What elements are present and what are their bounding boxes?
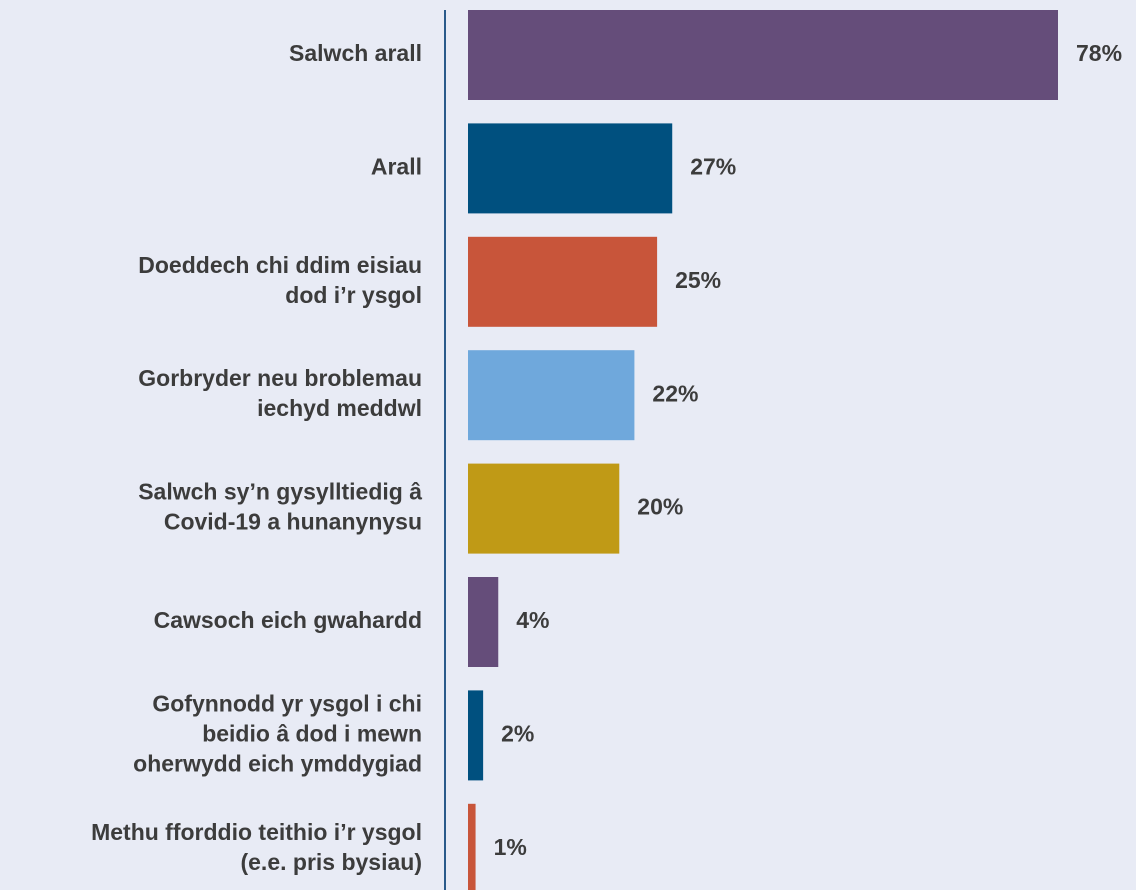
category-line: iechyd meddwl <box>257 395 422 421</box>
category-label: Cawsoch eich gwahardd <box>154 607 422 633</box>
category-label: Methu fforddio teithio i’r ysgol (e.e. pr… <box>91 819 422 875</box>
category-line: (e.e. pris bysiau) <box>240 849 422 875</box>
value-label: 25% <box>675 267 721 293</box>
bar <box>468 803 476 890</box>
category-line: Salwch sy’n gysylltiedig â <box>138 479 422 505</box>
value-label: 4% <box>516 607 549 633</box>
value-label: 2% <box>501 720 534 746</box>
category-label: Doeddech chi ddim eisiau dod i’r ysgol <box>138 252 422 308</box>
category-label: Gorbryder neu broblemau iechyd meddwl <box>138 365 422 421</box>
category-line: Methu fforddio teithio i’r ysgol <box>91 819 422 845</box>
value-label: 20% <box>637 494 683 520</box>
bar <box>468 350 635 441</box>
category-line: Doeddech chi ddim eisiau <box>138 252 422 278</box>
category-line: Gofynnodd yr ysgol i chi <box>152 690 422 716</box>
category-label: Gofynnodd yr ysgol i chi beidio â dod i m… <box>133 690 422 776</box>
category-label: Arall <box>371 153 422 179</box>
category-line: Salwch arall <box>289 40 422 66</box>
value-label: 78% <box>1076 40 1122 66</box>
category-label: Salwch sy’n gysylltiedig â Covid-19 a hun… <box>138 479 422 535</box>
bar <box>468 236 658 327</box>
value-label: 22% <box>652 380 698 406</box>
category-line: Gorbryder neu broblemau <box>138 365 422 391</box>
bar <box>468 577 499 667</box>
bar <box>468 690 484 781</box>
category-line: beidio â dod i mewn <box>202 720 422 746</box>
category-line: Cawsoch eich gwahardd <box>154 607 422 633</box>
category-line: dod i’r ysgol <box>285 282 422 308</box>
category-label: Salwch arall <box>289 40 422 66</box>
bar <box>468 123 673 214</box>
category-line: oherwydd eich ymddygiad <box>133 750 422 776</box>
bar <box>468 10 1058 100</box>
bar <box>468 463 620 554</box>
value-label: 1% <box>494 834 527 860</box>
category-line: Covid-19 a hunanynysu <box>164 509 422 535</box>
category-line: Arall <box>371 153 422 179</box>
value-label: 27% <box>690 153 736 179</box>
